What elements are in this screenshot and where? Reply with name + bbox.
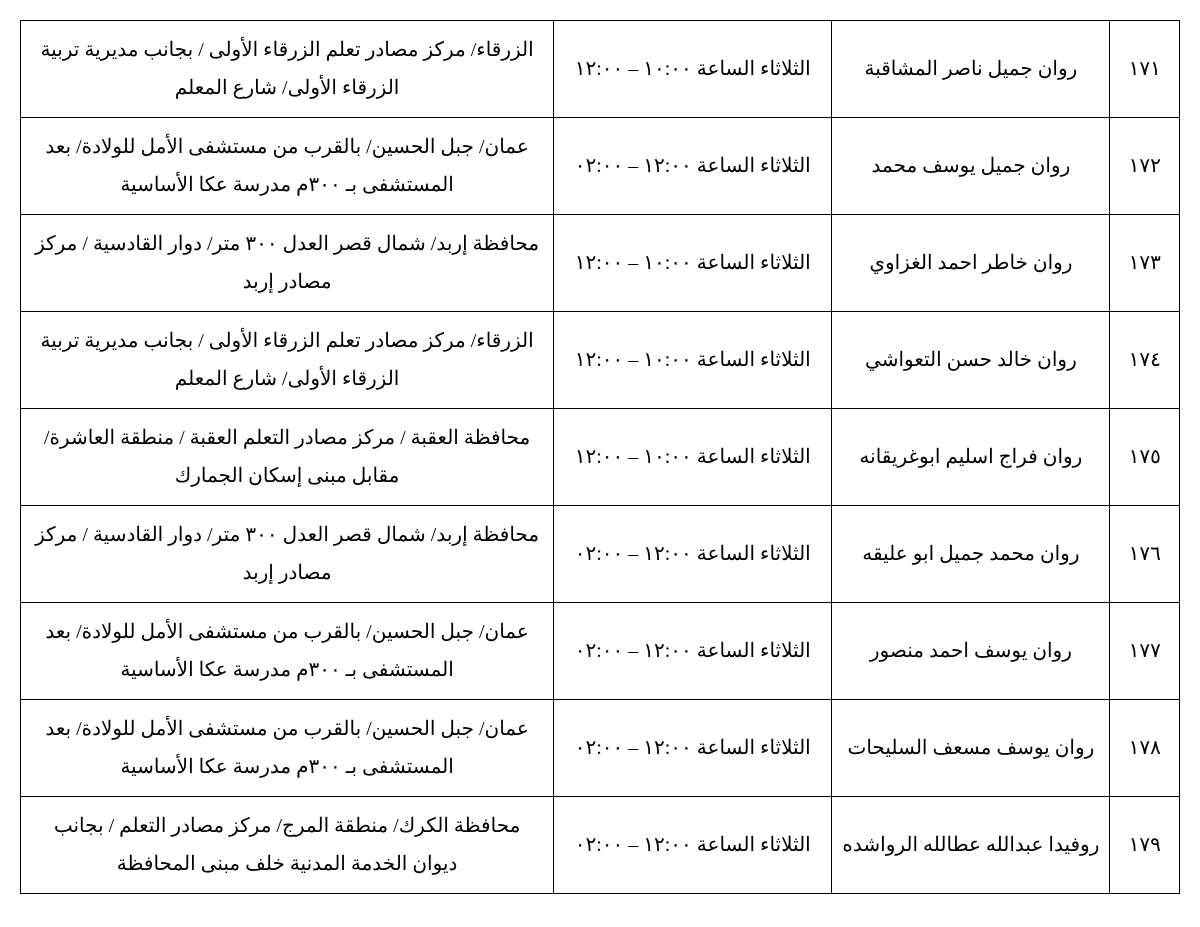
- location: عمان/ جبل الحسين/ بالقرب من مستشفى الأمل…: [21, 700, 554, 797]
- time-slot: الثلاثاء الساعة ١٢:٠٠ – ٠٢:٠٠: [554, 700, 832, 797]
- table-row: ١٧٧روان يوسف احمد منصورالثلاثاء الساعة ١…: [21, 603, 1180, 700]
- person-name: روان جميل يوسف محمد: [832, 118, 1110, 215]
- person-name: روان فراج اسليم ابوغريقانه: [832, 409, 1110, 506]
- row-number: ١٧٥: [1110, 409, 1180, 506]
- person-name: روان خاطر احمد الغزاوي: [832, 215, 1110, 312]
- row-number: ١٧٣: [1110, 215, 1180, 312]
- time-slot: الثلاثاء الساعة ١٢:٠٠ – ٠٢:٠٠: [554, 118, 832, 215]
- time-slot: الثلاثاء الساعة ١٢:٠٠ – ٠٢:٠٠: [554, 603, 832, 700]
- table-row: ١٧٢روان جميل يوسف محمدالثلاثاء الساعة ١٢…: [21, 118, 1180, 215]
- location: محافظة إربد/ شمال قصر العدل ٣٠٠ متر/ دوا…: [21, 215, 554, 312]
- table-row: ١٧٣روان خاطر احمد الغزاويالثلاثاء الساعة…: [21, 215, 1180, 312]
- location: محافظة الكرك/ منطقة المرج/ مركز مصادر ال…: [21, 797, 554, 894]
- location: عمان/ جبل الحسين/ بالقرب من مستشفى الأمل…: [21, 603, 554, 700]
- row-number: ١٧١: [1110, 21, 1180, 118]
- location: محافظة إربد/ شمال قصر العدل ٣٠٠ متر/ دوا…: [21, 506, 554, 603]
- row-number: ١٧٨: [1110, 700, 1180, 797]
- location: عمان/ جبل الحسين/ بالقرب من مستشفى الأمل…: [21, 118, 554, 215]
- person-name: روان محمد جميل ابو عليقه: [832, 506, 1110, 603]
- row-number: ١٧٤: [1110, 312, 1180, 409]
- person-name: روان يوسف مسعف السليحات: [832, 700, 1110, 797]
- time-slot: الثلاثاء الساعة ١٠:٠٠ – ١٢:٠٠: [554, 312, 832, 409]
- table-row: ١٧١روان جميل ناصر المشاقبةالثلاثاء الساع…: [21, 21, 1180, 118]
- table-row: ١٧٥روان فراج اسليم ابوغريقانهالثلاثاء ال…: [21, 409, 1180, 506]
- location: الزرقاء/ مركز مصادر تعلم الزرقاء الأولى …: [21, 312, 554, 409]
- row-number: ١٧٦: [1110, 506, 1180, 603]
- row-number: ١٧٧: [1110, 603, 1180, 700]
- table-row: ١٧٦روان محمد جميل ابو عليقهالثلاثاء السا…: [21, 506, 1180, 603]
- time-slot: الثلاثاء الساعة ١٠:٠٠ – ١٢:٠٠: [554, 215, 832, 312]
- table-row: ١٧٤روان خالد حسن التعواشيالثلاثاء الساعة…: [21, 312, 1180, 409]
- location: الزرقاء/ مركز مصادر تعلم الزرقاء الأولى …: [21, 21, 554, 118]
- row-number: ١٧٩: [1110, 797, 1180, 894]
- person-name: روان خالد حسن التعواشي: [832, 312, 1110, 409]
- table-body: ١٧١روان جميل ناصر المشاقبةالثلاثاء الساع…: [21, 21, 1180, 894]
- person-name: روفيدا عبدالله عطالله الرواشده: [832, 797, 1110, 894]
- time-slot: الثلاثاء الساعة ١٢:٠٠ – ٠٢:٠٠: [554, 506, 832, 603]
- person-name: روان يوسف احمد منصور: [832, 603, 1110, 700]
- schedule-table: ١٧١روان جميل ناصر المشاقبةالثلاثاء الساع…: [20, 20, 1180, 894]
- time-slot: الثلاثاء الساعة ١٢:٠٠ – ٠٢:٠٠: [554, 797, 832, 894]
- table-row: ١٧٩روفيدا عبدالله عطالله الرواشدهالثلاثا…: [21, 797, 1180, 894]
- table-row: ١٧٨روان يوسف مسعف السليحاتالثلاثاء الساع…: [21, 700, 1180, 797]
- person-name: روان جميل ناصر المشاقبة: [832, 21, 1110, 118]
- row-number: ١٧٢: [1110, 118, 1180, 215]
- time-slot: الثلاثاء الساعة ١٠:٠٠ – ١٢:٠٠: [554, 409, 832, 506]
- time-slot: الثلاثاء الساعة ١٠:٠٠ – ١٢:٠٠: [554, 21, 832, 118]
- location: محافظة العقبة / مركز مصادر التعلم العقبة…: [21, 409, 554, 506]
